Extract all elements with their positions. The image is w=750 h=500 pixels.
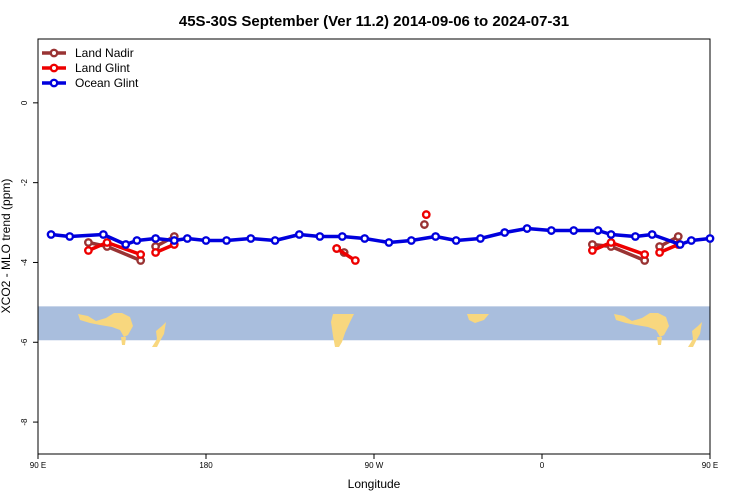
land-shape [78, 313, 133, 337]
series-ocean-glint [46, 224, 715, 249]
data-point [686, 236, 696, 245]
data-point [350, 256, 360, 265]
legend-item: Land Nadir [42, 46, 134, 60]
x-tick-label: 90 W [365, 461, 384, 470]
land-shape [152, 322, 166, 347]
data-point [705, 234, 715, 243]
data-point [102, 238, 112, 247]
data-point [475, 234, 485, 243]
series-layer [46, 210, 715, 265]
data-point [182, 234, 192, 243]
legend-marker [49, 48, 59, 58]
data-point [569, 226, 579, 235]
data-point [246, 234, 256, 243]
land-shape [688, 322, 702, 347]
data-point [419, 220, 429, 229]
legend-item: Land Glint [42, 61, 130, 75]
data-point [647, 230, 657, 239]
data-point [673, 232, 683, 241]
data-point [655, 248, 664, 257]
data-point [332, 244, 342, 253]
data-point [588, 246, 597, 255]
data-point [630, 232, 640, 241]
data-point [675, 240, 685, 249]
data-point [593, 226, 603, 235]
legend-label: Land Glint [75, 61, 130, 75]
x-tick-label: 90 E [30, 461, 46, 470]
data-point [360, 234, 370, 243]
legend-item: Ocean Glint [42, 76, 139, 90]
data-point [606, 230, 616, 239]
map-band [38, 306, 710, 347]
land-shape [657, 337, 662, 345]
chart-title: 45S-30S September (Ver 11.2) 2014-09-06 … [179, 13, 569, 30]
y-tick-label: 0 [20, 100, 29, 105]
data-point [151, 248, 161, 257]
legend-marker [49, 63, 59, 73]
data-point [294, 230, 304, 239]
y-tick-label: -6 [20, 338, 29, 346]
data-point [500, 228, 510, 237]
data-point [132, 236, 142, 245]
x-tick-label: 90 E [702, 461, 718, 470]
data-point [46, 230, 56, 239]
data-point [315, 232, 325, 241]
data-point [337, 232, 347, 241]
land-shape [467, 314, 489, 323]
legend-marker [49, 78, 59, 88]
data-point [640, 250, 650, 259]
legend-label: Ocean Glint [75, 76, 139, 90]
data-point [270, 236, 280, 245]
data-point [431, 232, 440, 241]
legend-label: Land Nadir [75, 46, 134, 60]
data-point [222, 236, 231, 245]
y-tick-label: -4 [20, 258, 29, 266]
x-axis: 90 E 180 90 W 0 90 E [30, 454, 718, 470]
land-shape [331, 314, 354, 347]
data-point [151, 234, 161, 243]
x-axis-label: Longitude [348, 477, 401, 491]
data-point [546, 226, 556, 235]
land-shape [121, 337, 126, 345]
data-point [65, 232, 75, 241]
data-point [121, 240, 131, 249]
x-tick-label: 0 [540, 461, 545, 470]
y-tick-label: -2 [20, 179, 29, 187]
y-axis: 0 -2 -4 -6 -8 [20, 100, 38, 426]
data-point [201, 236, 211, 245]
data-point [606, 238, 616, 247]
data-point [451, 236, 461, 245]
data-point [169, 236, 179, 245]
y-axis-label: XCO2 - MLO trend (ppm) [0, 179, 13, 314]
data-point [136, 250, 146, 259]
data-point [84, 238, 93, 247]
data-point [522, 224, 532, 233]
data-point [98, 230, 108, 239]
data-point [384, 238, 394, 247]
data-point [84, 246, 93, 255]
land-shape [614, 313, 669, 337]
ocean-strip [38, 306, 710, 341]
data-point [421, 210, 431, 219]
data-point [406, 236, 416, 245]
y-tick-label: -8 [20, 418, 29, 426]
x-tick-label: 180 [199, 461, 213, 470]
